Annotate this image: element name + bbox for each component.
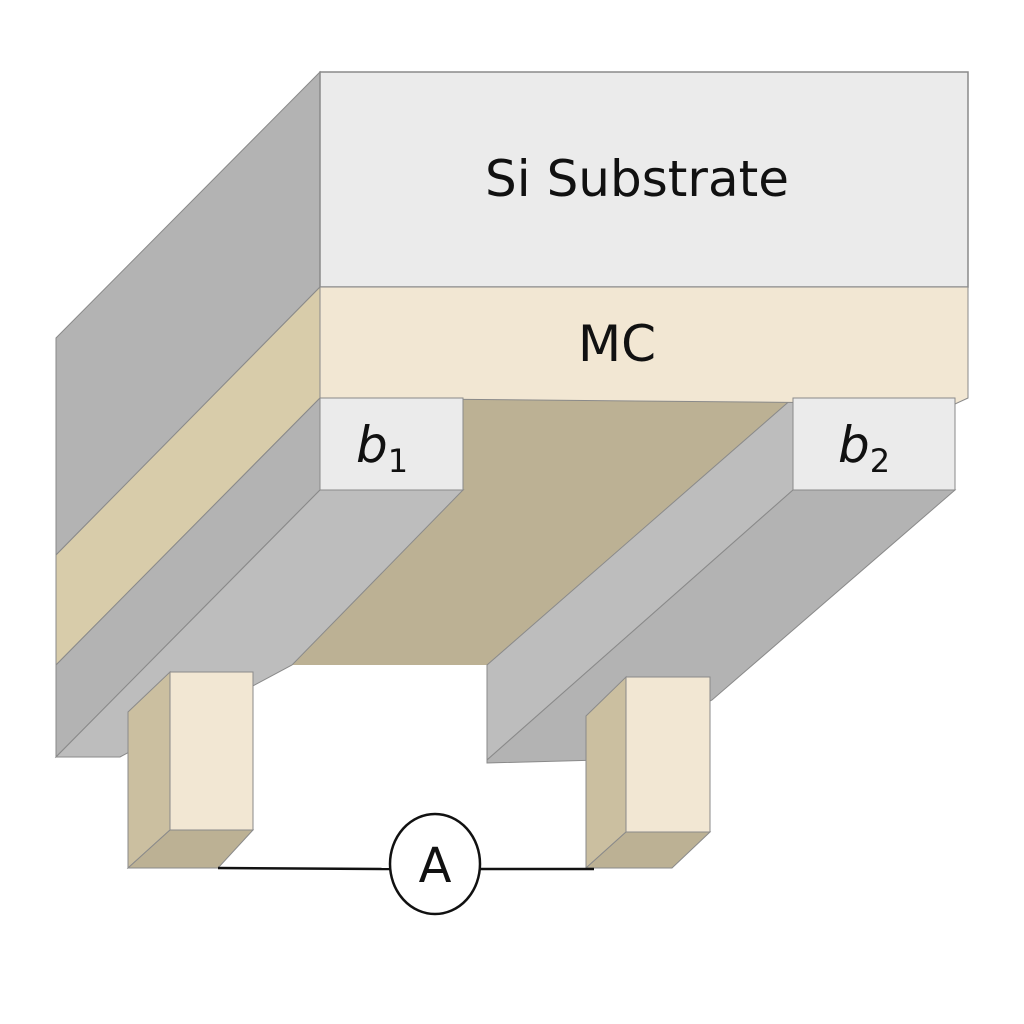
electrode-b2-label-sub: 2: [870, 442, 890, 480]
substrate-front: [319, 71, 969, 288]
contact-right-front: [625, 676, 711, 833]
mc-label: MC: [578, 315, 656, 373]
electrode-b1-label-sub: 1: [388, 442, 408, 480]
electrode-b1-front: [319, 397, 464, 491]
substrate-label: Si Substrate: [485, 150, 789, 208]
ammeter-circle: [388, 812, 482, 916]
mc-front: [319, 286, 969, 405]
electrode-b2-label-main: b: [838, 416, 870, 474]
electrode-b1-label-main: b: [356, 416, 388, 474]
ammeter-label: A: [419, 838, 452, 894]
electrode-b2-front: [792, 397, 956, 491]
wire-left: [217, 866, 392, 871]
contact-left-front: [169, 671, 254, 831]
electrode-b2-label: b2: [838, 416, 890, 480]
electrode-b1-label: b1: [356, 416, 408, 480]
mc-gap-floor: [292, 398, 793, 665]
